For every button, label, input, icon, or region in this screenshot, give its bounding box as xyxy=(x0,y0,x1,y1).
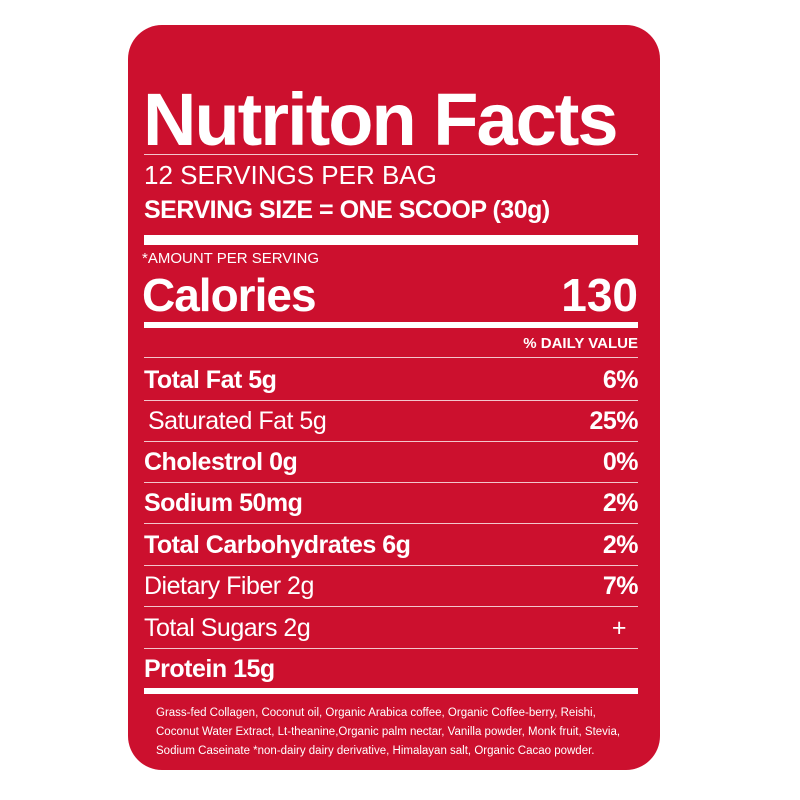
nutrient-row: Total Carbohydrates 6g 2% xyxy=(144,525,639,565)
nutrition-label: Nutriton Facts 12 SERVINGS PER BAG SERVI… xyxy=(128,25,660,770)
amount-per-serving: *AMOUNT PER SERVING xyxy=(142,250,319,267)
row-divider xyxy=(144,400,638,401)
nutrient-label: Sodium 50mg xyxy=(144,489,303,517)
nutrient-label: Total Carbohydrates 6g xyxy=(144,531,411,559)
row-divider xyxy=(144,523,638,524)
calories-label: Calories xyxy=(142,269,317,321)
row-divider xyxy=(144,648,638,649)
thick-divider xyxy=(144,235,638,245)
bottom-divider xyxy=(144,688,638,694)
serving-size: SERVING SIZE = ONE SCOOP (30g) xyxy=(144,196,550,224)
calories-value: 130 xyxy=(561,269,638,321)
nutrient-row: Total Fat 5g 6% xyxy=(144,360,639,400)
nutrient-daily-value: 2% xyxy=(602,489,639,517)
ingredients-line: Coconut Water Extract, Lt-theanine,Organ… xyxy=(156,726,621,738)
nutrient-row: Dietary Fiber 2g 7% xyxy=(144,566,639,606)
nutrient-daily-value: 0% xyxy=(602,448,639,476)
divider xyxy=(144,154,638,155)
nutrient-daily-value: 25% xyxy=(589,407,638,435)
nutrient-row: Cholestrol 0g 0% xyxy=(144,442,639,482)
label-title: Nutriton Facts xyxy=(143,78,619,161)
row-divider xyxy=(144,441,638,442)
nutrient-daily-value: 6% xyxy=(602,366,639,394)
nutrient-daily-value: 7% xyxy=(602,572,639,600)
row-divider xyxy=(144,565,638,566)
nutrient-daily-value: 2% xyxy=(602,531,639,559)
nutrient-row: Saturated Fat 5g 25% xyxy=(144,401,638,441)
nutrient-label: Cholestrol 0g xyxy=(144,448,298,476)
nutrient-label: Total Fat 5g xyxy=(144,366,277,394)
nutrient-daily-value: + xyxy=(611,614,627,642)
nutrient-row: Sodium 50mg 2% xyxy=(144,483,639,523)
row-divider xyxy=(144,606,638,607)
daily-value-header: % DAILY VALUE xyxy=(523,335,638,352)
servings-per-bag: 12 SERVINGS PER BAG xyxy=(144,160,437,190)
ingredients: Grass-fed Collagen, Coconut oil, Organic… xyxy=(156,704,620,761)
nutrient-label: Protein 15g xyxy=(144,655,275,683)
ingredients-line: Sodium Caseinate *non-dairy dairy deriva… xyxy=(156,745,595,757)
medium-divider xyxy=(144,322,638,328)
nutrient-label: Total Sugars 2g xyxy=(144,614,311,642)
nutrient-label: Dietary Fiber 2g xyxy=(144,572,314,600)
row-divider xyxy=(144,482,638,483)
nutrient-row: Total Sugars 2g + xyxy=(144,608,638,648)
divider xyxy=(144,357,638,358)
nutrient-label: Saturated Fat 5g xyxy=(148,407,327,435)
nutrient-row: Protein 15g xyxy=(144,649,638,689)
ingredients-line: Grass-fed Collagen, Coconut oil, Organic… xyxy=(156,707,596,719)
